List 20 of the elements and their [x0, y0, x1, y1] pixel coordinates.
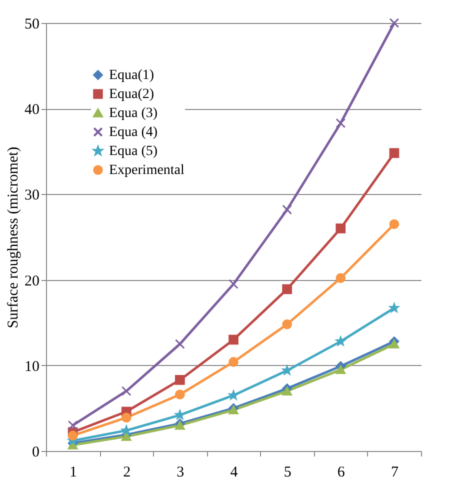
y-tick-label: 30 [24, 188, 40, 204]
x-tick-label: 2 [123, 464, 131, 480]
x-tick-label: 1 [70, 464, 78, 480]
legend-label: Equa(1) [109, 68, 154, 83]
x-tick-label: 7 [390, 464, 399, 480]
x-tick-label: 4 [230, 464, 238, 480]
y-tick-label: 0 [32, 444, 40, 460]
y-axis-title: Surface roughness (micromet) [6, 146, 22, 328]
y-tick-label: 50 [24, 16, 40, 32]
legend-label: Equa (3) [109, 106, 158, 121]
y-tick-label: 20 [24, 273, 40, 290]
y-tick-label: 10 [24, 358, 40, 375]
x-tick-label: 3 [176, 464, 184, 480]
x-tick-label: 6 [337, 464, 346, 480]
legend-label: Experimental [109, 163, 185, 178]
x-tick-label: 5 [284, 464, 292, 480]
legend-label: Equa (4) [109, 125, 158, 140]
legend-label: Equa(2) [109, 87, 154, 102]
legend-label: Equa (5) [109, 144, 158, 159]
y-tick-label: 40 [24, 102, 40, 118]
